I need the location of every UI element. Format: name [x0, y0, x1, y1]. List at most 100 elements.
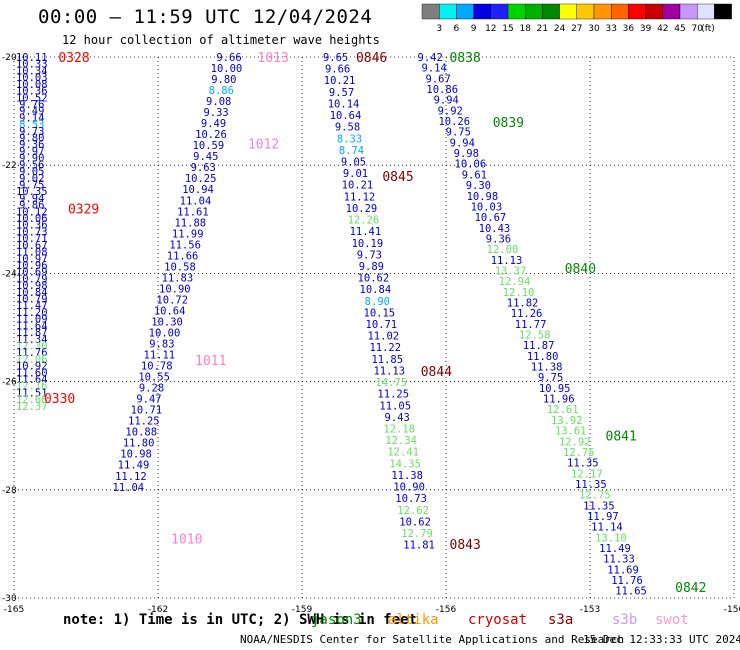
wave-height-point: 10.36 — [16, 220, 48, 232]
wave-height-point: 10.67 — [475, 212, 507, 224]
wave-height-point: 10.29 — [346, 203, 378, 215]
wave-height-point: 9.36 — [19, 139, 44, 151]
wave-height-point: 9.86 — [19, 200, 44, 212]
wave-height-point: 12.26 — [348, 215, 380, 227]
wave-height-point: 10.73 — [395, 493, 427, 505]
wave-height-point: 9.80 — [19, 133, 44, 145]
pass-time-label: 0328 — [58, 51, 89, 66]
wave-height-point: 9.43 — [385, 412, 410, 424]
wave-height-point: 11.04 — [113, 482, 145, 494]
credit-line: NOAA/NESDIS Center for Satellite Applica… — [240, 633, 625, 646]
wave-height-point: 10.00 — [211, 63, 243, 75]
wave-height-point: 11.47 — [16, 300, 48, 312]
wave-height-point: 11.05 — [379, 400, 411, 412]
wave-height-point: 10.06 — [16, 213, 48, 225]
wave-height-point: 10.25 — [185, 173, 217, 185]
wave-height-point: 10.67 — [16, 240, 48, 252]
wave-height-point: 11.25 — [128, 416, 160, 428]
wave-height-point: 12.94 — [499, 276, 531, 288]
wave-height-point: 12.37 — [16, 401, 48, 413]
wave-height-point: 9.02 — [19, 173, 44, 185]
wave-height-point: 9.33 — [203, 107, 228, 119]
wave-height-point: 11.76 — [611, 575, 643, 587]
wave-height-point: 9.14 — [19, 112, 44, 124]
wave-height-point: 12.75 — [579, 490, 611, 502]
wave-height-point: 9.73 — [357, 249, 382, 261]
wave-height-point: 13.92 — [551, 415, 583, 427]
x-tick-label: -165 — [4, 605, 24, 615]
wave-height-point: 11.41 — [350, 226, 382, 238]
wave-height-point: 10.86 — [426, 84, 458, 96]
wave-height-point: 9.75 — [446, 127, 471, 139]
wave-height-point: 11.61 — [177, 206, 209, 218]
wave-height-point: 10.94 — [182, 184, 214, 196]
wave-height-point: 10.84 — [16, 287, 48, 299]
footer-note: note: 1) Time is in UTC; 2) SWH is in fe… — [63, 612, 418, 628]
pass-time-label: 0841 — [606, 430, 637, 445]
track-c: 9.659.6610.219.5710.1410.649.588.338.749… — [323, 51, 481, 553]
wave-height-point: 10.34 — [16, 65, 48, 77]
wave-height-point: 11.97 — [587, 511, 619, 523]
wave-height-point: 10.69 — [16, 267, 48, 279]
wave-height-point: 11.69 — [607, 564, 639, 576]
wave-height-point: 10.26 — [438, 116, 470, 128]
wave-height-point: 9.67 — [426, 73, 451, 85]
wave-height-point: 10.90 — [159, 283, 191, 295]
pass-time-label: 0840 — [565, 262, 596, 277]
wave-height-point: 10.90 — [393, 482, 425, 494]
wave-height-point: 9.47 — [136, 394, 161, 406]
wave-height-point: 9.05 — [19, 166, 44, 178]
wave-height-point: 10.30 — [151, 316, 183, 328]
wave-height-point: 10.78 — [141, 361, 173, 373]
wave-height-point: 9.89 — [359, 261, 384, 273]
wave-height-point: 14.35 — [389, 458, 421, 470]
wave-height-point: 10.26 — [195, 129, 227, 141]
wave-height-point: 9.94 — [450, 137, 475, 149]
pass-time-label: 0843 — [450, 538, 481, 553]
wave-height-point: 9.30 — [466, 180, 491, 192]
wave-height-point: 9.80 — [211, 74, 236, 86]
wave-height-point: 9.92 — [438, 105, 463, 117]
y-tick-label: -20 — [2, 53, 17, 63]
wave-height-point: 9.49 — [19, 106, 44, 118]
wave-height-point: 10.14 — [328, 98, 360, 110]
wave-height-point: 11.20 — [16, 307, 48, 319]
wave-height-point: 10.84 — [360, 284, 392, 296]
wave-height-point: 11.82 — [507, 298, 539, 310]
wave-height-point: 11.02 — [367, 331, 399, 343]
y-tick-label: -24 — [2, 269, 17, 279]
wave-height-point: 11.25 — [377, 389, 409, 401]
wave-height-point: 11.26 — [511, 308, 543, 320]
wave-height-point: 9.58 — [335, 122, 360, 134]
wave-height-point: 10.95 — [539, 383, 571, 395]
wave-height-point: 9.97 — [19, 146, 44, 158]
wave-height-point: 9.45 — [193, 151, 218, 163]
wave-height-point: 10.98 — [120, 449, 152, 461]
wave-height-point: 10.52 — [16, 92, 48, 104]
wave-height-point: 10.36 — [16, 86, 48, 98]
wave-height-point: 9.75 — [538, 372, 563, 384]
wave-height-point: 10.62 — [358, 273, 390, 285]
wave-height-point: 8.33 — [337, 133, 362, 145]
wave-height-point: 10.64 — [330, 110, 362, 122]
wave-height-point: 9.05 — [341, 156, 366, 168]
wave-height-point: 12.06 — [16, 354, 48, 366]
wave-height-point: 12.30 — [16, 340, 48, 352]
wave-height-point: 12.41 — [387, 447, 419, 459]
wave-height-point: 9.83 — [149, 339, 174, 351]
wave-height-point: 11.13 — [373, 365, 405, 377]
wave-height-point: 11.13 — [491, 255, 523, 267]
wave-height-point: 12.00 — [487, 244, 519, 256]
wave-height-point: 11.14 — [591, 522, 623, 534]
wave-height-point: 10.96 — [16, 260, 48, 272]
wave-height-point: 10.19 — [352, 238, 384, 250]
wave-height-point: 9.94 — [19, 193, 44, 205]
satellite-legend-item: jason3 — [311, 612, 362, 628]
wave-height-point: 10.21 — [342, 180, 374, 192]
pass-time-label: 0846 — [356, 51, 387, 66]
pass-time-label: 0844 — [421, 365, 452, 380]
wave-height-point: 11.51 — [16, 387, 48, 399]
wave-height-point: 11.09 — [16, 314, 48, 326]
wave-height-point: 10.62 — [399, 516, 431, 528]
wave-height-point: 10.35 — [16, 186, 48, 198]
